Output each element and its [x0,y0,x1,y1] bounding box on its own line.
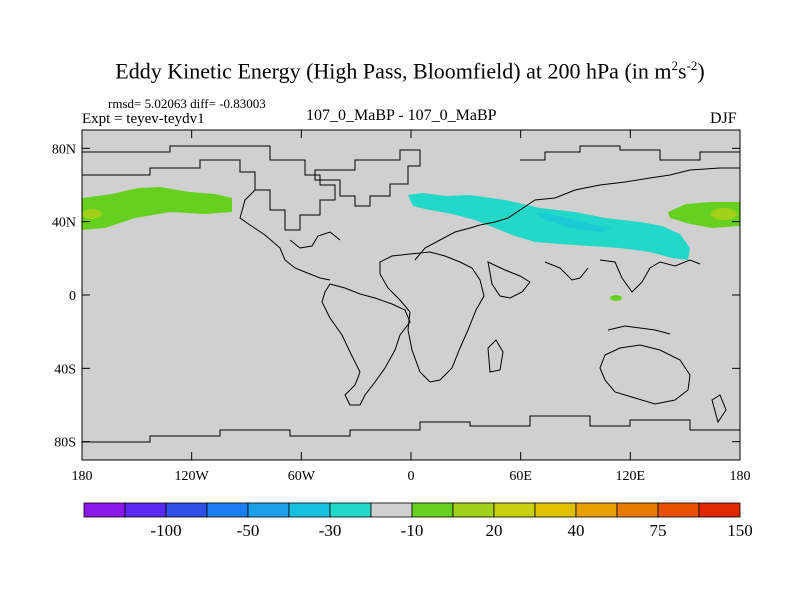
map-background [82,130,740,460]
y-axis: 80N 40N 0 40S 80S [52,142,740,451]
coastline-north-america [82,145,336,231]
colorbar-swatch [206,502,249,518]
colorbar-swatch [370,502,413,518]
coastline-madagascar [487,339,504,373]
chart-title: Eddy Kinetic Energy (High Pass, Bloomfie… [115,58,705,84]
colorbar-swatch [329,502,372,518]
coastline-europe [414,167,740,261]
y-tick-label: 40S [54,362,76,377]
coastlines [82,145,740,443]
coastline-india [544,261,589,281]
colorbar-swatch [452,502,495,518]
coastline-central-america [239,189,331,281]
colorbar-tick-label: 150 [727,521,753,540]
coastline-indonesia [607,325,671,335]
colorbar-tick-label: 75 [650,521,667,540]
anomaly-core-pacific-west [82,209,102,219]
coastline-south-america [321,283,411,406]
colorbar-tick-label: -100 [150,521,181,540]
coastline-arctic-eurasia [520,145,740,161]
x-tick-label: 0 [408,469,415,484]
x-tick-label: 180 [730,469,751,484]
colorbar: -100 -50 -30 -10 20 40 75 150 [83,502,753,540]
colorbar-swatch [247,502,290,518]
x-axis: 180 120W 60W 0 60E 120E 180 [72,130,751,484]
colorbar-swatch [288,502,331,518]
colorbar-tick-label: -30 [319,521,342,540]
anomaly-core-pacific-east [711,208,737,220]
comparison-label: 107_0_MaBP - 107_0_MaBP [306,107,497,124]
x-tick-label: 120W [175,469,210,484]
colorbar-swatch [534,502,577,518]
colorbar-tick-label: -50 [237,521,260,540]
y-tick-label: 40N [52,216,76,231]
colorbar-swatch [411,502,454,518]
x-tick-label: 60W [288,469,316,484]
colorbar-swatch [616,502,659,518]
colorbar-swatch [83,502,126,518]
colorbar-swatch [493,502,536,518]
x-tick-label: 120E [616,469,646,484]
colorbar-swatch [657,502,700,518]
colorbar-tick-label: 40 [568,521,585,540]
x-tick-label: 180 [72,469,93,484]
coastline-arabia [487,261,531,299]
coastline-australia [599,344,691,405]
anomaly-patch-indian-ocean [610,295,622,301]
colorbar-tick-label: 20 [486,521,503,540]
anomaly-patch-eurasia [408,193,690,260]
colorbar-tick-label: -10 [401,521,424,540]
y-tick-label: 80N [52,142,76,157]
colorbar-swatch [124,502,167,518]
x-tick-label: 60E [509,469,532,484]
anomaly-patch-pacific-west [82,187,232,230]
y-tick-label: 0 [69,289,76,304]
coastline-greenland [314,149,421,207]
stats-label: rmsd= 5.02063 diff= -0.83003 [108,96,266,111]
colorbar-swatch [698,502,741,518]
colorbar-swatch [575,502,618,518]
y-tick-label: 80S [54,436,76,451]
coastline-se-asia [599,259,701,293]
anomaly-patches [82,187,740,301]
season-label: DJF [710,110,737,127]
coastline-new-zealand [711,394,727,424]
coastline-africa [379,251,485,383]
experiment-label: Expt = teyev-teydv1 [82,111,205,127]
coastline-gulf [289,231,341,249]
colorbar-swatch [165,502,208,518]
coastline-antarctica [82,415,740,443]
anomaly-patch-eurasia-inner [535,212,612,232]
